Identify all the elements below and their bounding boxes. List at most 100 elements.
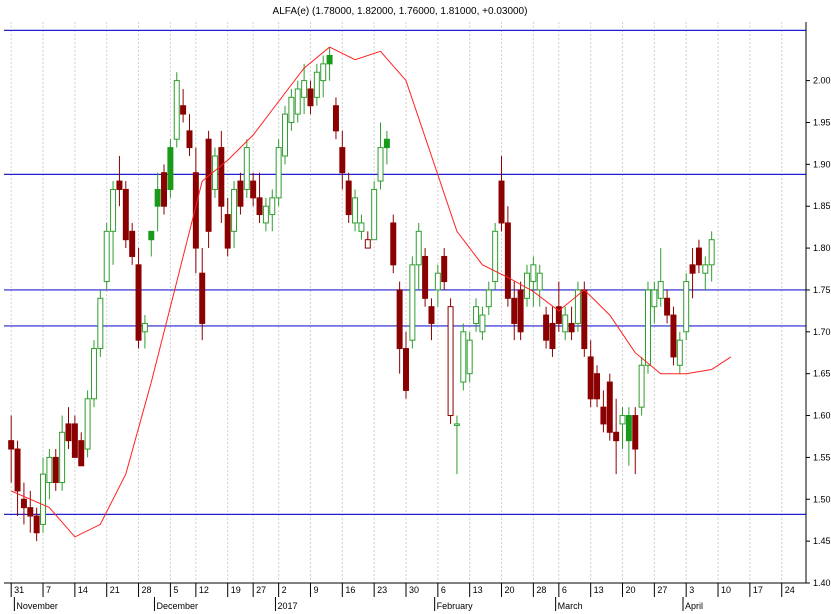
candle-body (625, 415, 632, 442)
candle-body (352, 197, 359, 224)
x-tick-label: 2 (282, 585, 287, 595)
candle (364, 231, 371, 249)
candle (485, 281, 492, 316)
candle-body (517, 289, 524, 333)
candle-body (269, 197, 276, 216)
candle (27, 490, 34, 533)
candle-body (409, 264, 416, 341)
candle-body (27, 507, 34, 517)
candle (199, 248, 206, 341)
candle (536, 264, 543, 307)
candle-body (14, 448, 21, 492)
candle-body (428, 306, 435, 324)
candle-body (383, 138, 390, 149)
candle (466, 331, 473, 383)
x-tick-label: 14 (78, 585, 88, 595)
candle-body (683, 281, 690, 333)
candle-body (205, 138, 212, 232)
candle-body (20, 498, 27, 509)
x-tick-label: 6 (441, 585, 446, 595)
x-tick-label: 20 (505, 585, 515, 595)
candle (301, 63, 308, 115)
x-tick-label: 19 (231, 585, 241, 595)
candle-body (536, 272, 543, 291)
chart-title: ALFA(e) (1.78000, 1.82000, 1.76000, 1.81… (273, 6, 528, 17)
candle (594, 365, 601, 408)
candle-body (574, 289, 581, 324)
x-tick-label: 5 (173, 585, 178, 595)
candle-body (664, 297, 671, 316)
candle (657, 248, 664, 307)
candle (632, 407, 639, 475)
y-tick-label: 1.75 (813, 285, 831, 295)
candle (377, 122, 384, 190)
candle-body (600, 406, 607, 425)
candle (581, 281, 588, 357)
candle (288, 88, 295, 131)
y-tick-label: 1.50 (813, 494, 831, 504)
candle-body (243, 147, 250, 190)
y-tick-label: 1.65 (813, 369, 831, 379)
candle-body (504, 222, 511, 299)
candle (492, 222, 499, 290)
candle (218, 130, 225, 223)
y-tick-label: 1.45 (813, 536, 831, 546)
candle-body (358, 222, 365, 232)
candle (339, 130, 346, 190)
month-label: December (156, 601, 198, 611)
x-tick-label: 27 (256, 585, 266, 595)
candle-body (148, 230, 155, 241)
candle-body (638, 364, 645, 408)
candle (307, 80, 314, 115)
candle-body (332, 105, 339, 132)
candle (205, 130, 212, 249)
candle-body (492, 230, 499, 283)
candle (148, 230, 155, 257)
candle-body (606, 381, 613, 433)
candle (161, 164, 167, 215)
candle (78, 432, 85, 467)
candle (84, 390, 91, 458)
x-tick-label: 9 (313, 585, 318, 595)
candle-body (141, 322, 148, 333)
candle (676, 331, 683, 374)
axes (4, 22, 807, 584)
candle-body (702, 264, 709, 274)
candle (211, 147, 218, 198)
candle (173, 72, 180, 148)
candle (390, 214, 397, 274)
candle (345, 172, 352, 223)
candle (129, 222, 136, 265)
candle (8, 415, 15, 483)
candle (415, 222, 422, 290)
x-tick-label: 10 (721, 585, 731, 595)
y-tick-label: 1.80 (813, 243, 831, 253)
candle-body (568, 322, 575, 333)
candle (371, 181, 378, 241)
x-tick-label: 27 (657, 585, 667, 595)
candle (52, 449, 59, 491)
candle-body (613, 431, 620, 442)
candle-body (307, 88, 314, 107)
candle (434, 264, 441, 307)
candle (664, 289, 671, 324)
candle (103, 222, 110, 290)
candle (358, 214, 365, 240)
candle (46, 449, 53, 500)
candle (645, 281, 651, 374)
candle-body (581, 289, 588, 350)
y-tick-label: 1.85 (813, 201, 831, 211)
candle-body (555, 306, 562, 324)
candle (422, 248, 429, 307)
candle-body (231, 188, 238, 232)
candle (243, 139, 250, 198)
candle (332, 97, 339, 140)
candle-body (695, 247, 702, 266)
candle (453, 415, 460, 475)
candle-body (78, 440, 85, 467)
candle-body (422, 255, 429, 299)
candle (613, 398, 620, 475)
candle-body (415, 230, 422, 266)
x-tick-label: 12 (199, 585, 209, 595)
